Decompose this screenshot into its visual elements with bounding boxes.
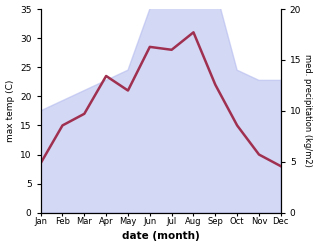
X-axis label: date (month): date (month) bbox=[122, 231, 200, 242]
Y-axis label: max temp (C): max temp (C) bbox=[5, 80, 15, 142]
Y-axis label: med. precipitation (kg/m2): med. precipitation (kg/m2) bbox=[303, 54, 313, 167]
